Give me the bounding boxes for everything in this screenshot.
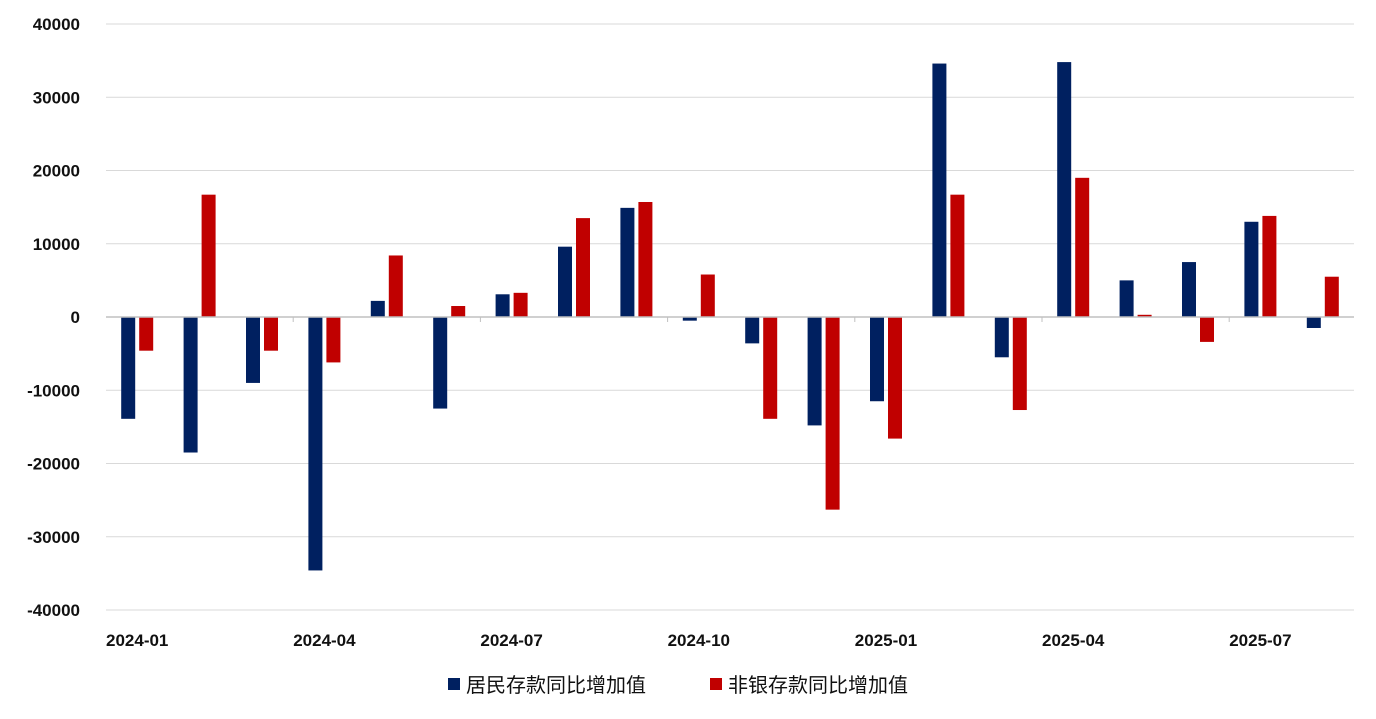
bar-series-1-2025-07 (1244, 221, 1259, 317)
x-tick-label: 2025-04 (1042, 631, 1105, 650)
bar-series-1-2025-04 (1057, 62, 1072, 318)
bar-series-2-2024-08 (576, 218, 590, 317)
bar-series-1-2024-05 (370, 300, 385, 317)
bar-series-1-2024-08 (558, 246, 572, 317)
bar-series-2-2025-06 (1200, 317, 1214, 342)
bar-series-1-2024-03 (246, 317, 260, 383)
bar-series-2-2024-01 (139, 317, 154, 351)
bar-series-1-2024-06 (433, 317, 448, 409)
x-tick-label: 2025-07 (1229, 631, 1291, 650)
bar-series-2-2024-04 (326, 317, 341, 363)
bar-series-2-2024-12 (825, 317, 840, 510)
bar-series-1-2024-10 (682, 317, 697, 321)
bar-series-1-2025-05 (1119, 280, 1134, 317)
bar-series-1-2024-04 (308, 317, 323, 571)
bar-series-1-2024-07 (495, 294, 510, 317)
bar-series-2-2024-10 (700, 274, 715, 317)
y-tick-label: 0 (71, 308, 80, 327)
legend-swatch-2 (710, 678, 722, 690)
bars (121, 62, 1339, 571)
legend: 居民存款同比增加值 非银存款同比增加值 (448, 673, 908, 697)
x-tick-label: 2025-01 (855, 631, 917, 650)
bar-series-2-2024-11 (763, 317, 778, 419)
y-tick-label: -20000 (27, 455, 80, 474)
legend-label-1: 居民存款同比增加值 (466, 673, 646, 697)
bar-series-1-2025-06 (1182, 262, 1196, 317)
x-tick-label: 2024-10 (668, 631, 730, 650)
bar-series-2-2024-09 (638, 201, 653, 317)
legend-label-2: 非银存款同比增加值 (728, 673, 908, 697)
y-tick-label: 40000 (33, 15, 80, 34)
bar-series-1-2025-02 (932, 63, 947, 318)
y-tick-label: -30000 (27, 528, 80, 547)
bar-series-1-2025-01 (870, 317, 884, 402)
y-tick-label: 30000 (33, 88, 80, 107)
y-tick-label: -40000 (27, 601, 80, 620)
bar-series-2-2025-07 (1262, 215, 1277, 317)
bar-series-1-2024-01 (121, 317, 136, 419)
bar-series-2-2025-08 (1324, 276, 1339, 317)
x-tick-label: 2024-07 (480, 631, 542, 650)
x-tick-label: 2024-04 (293, 631, 356, 650)
bar-series-2-2025-01 (888, 317, 902, 439)
bar-series-2-2025-05 (1137, 314, 1152, 317)
legend-swatch-1 (448, 678, 460, 690)
bar-series-2-2025-03 (1012, 317, 1027, 411)
bar-series-2-2024-07 (513, 292, 528, 317)
bar-series-2-2024-03 (264, 317, 278, 351)
bar-series-1-2024-02 (183, 317, 198, 453)
bar-series-2-2025-04 (1075, 177, 1090, 317)
bar-series-1-2024-09 (620, 207, 635, 317)
bar-series-2-2024-02 (201, 194, 216, 317)
y-axis-tick-labels: -40000 -30000 -20000 -10000 0 10000 20000 30000… (27, 15, 80, 620)
bar-series-2-2024-05 (388, 255, 403, 317)
bar-series-1-2024-12 (807, 317, 822, 426)
x-tick-label: 2024-01 (106, 631, 168, 650)
x-axis-tick-labels: 2024-01 2024-04 2024-07 2024-10 2025-01 2025-… (106, 317, 1292, 650)
bar-series-1-2025-03 (994, 317, 1009, 358)
bar-series-2-2025-02 (950, 194, 965, 317)
y-tick-label: 10000 (33, 235, 80, 254)
bar-series-1-2024-11 (745, 317, 760, 344)
y-tick-label: -10000 (27, 381, 80, 400)
bar-series-1-2025-08 (1306, 317, 1321, 328)
bar-series-2-2024-06 (451, 306, 466, 317)
y-tick-label: 20000 (33, 162, 80, 181)
